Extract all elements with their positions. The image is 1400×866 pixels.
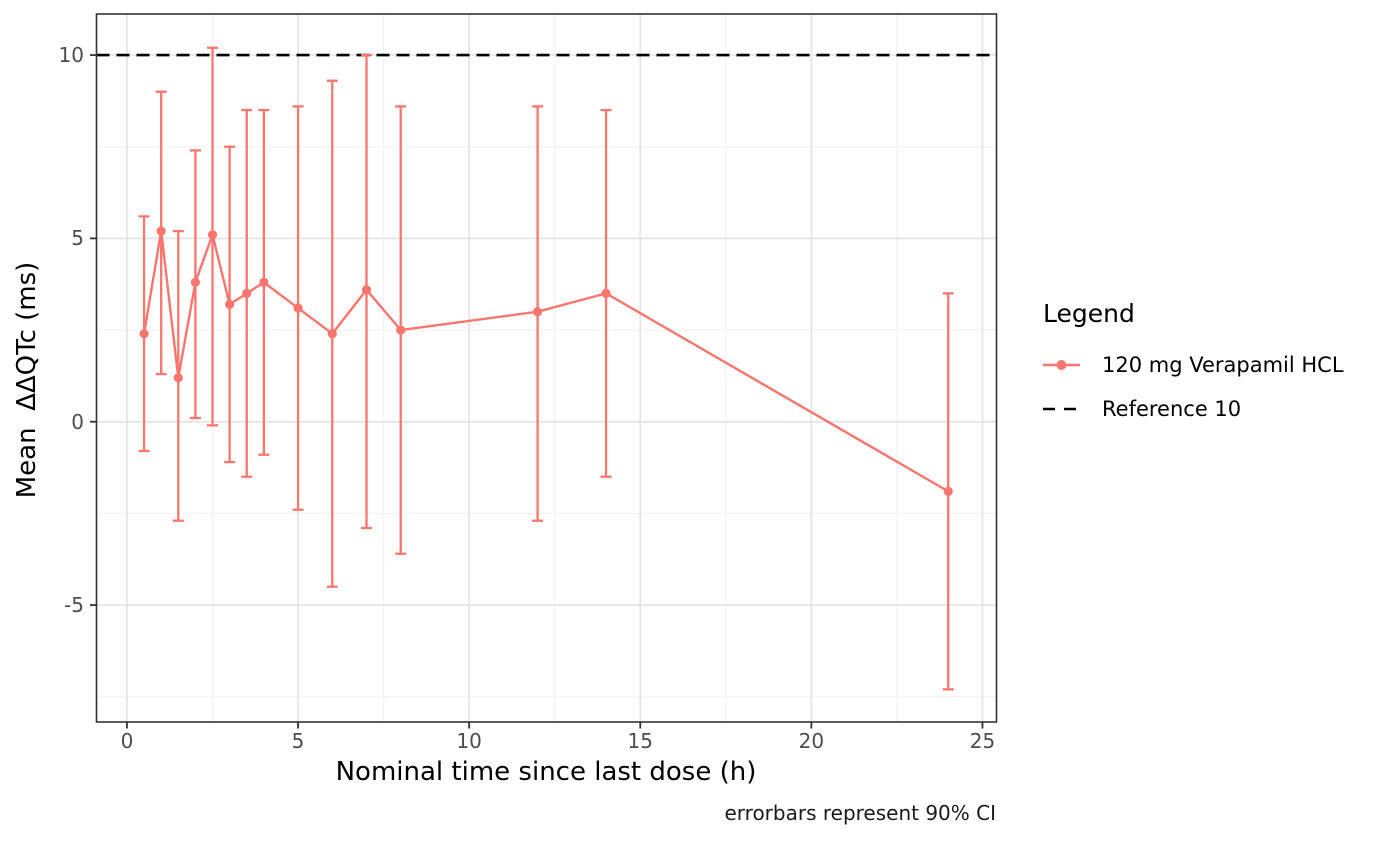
legend-title: Legend xyxy=(1043,299,1135,328)
y-axis-title: Mean ΔΔQTc (ms) xyxy=(12,261,42,499)
y-tick-label: -5 xyxy=(64,593,84,618)
legend-item-reference: Reference 10 xyxy=(1043,387,1400,431)
legend-item-label: Reference 10 xyxy=(1102,397,1242,421)
x-tick-label: 0 xyxy=(120,729,134,753)
legend-key-series-line-icon xyxy=(1043,360,1080,370)
y-tick-label: 10 xyxy=(58,43,84,68)
x-tick-label: 15 xyxy=(627,729,653,753)
y-tick-label: 0 xyxy=(71,409,84,434)
y-tick-label: 5 xyxy=(71,226,84,251)
legend-key-dashed-line-icon xyxy=(1043,407,1080,411)
x-tick-label: 10 xyxy=(456,729,482,753)
x-tick-label: 25 xyxy=(969,729,996,753)
legend-item-verapamil: 120 mg Verapamil HCL xyxy=(1043,343,1400,387)
x-axis-title: Nominal time since last dose (h) xyxy=(335,757,757,787)
legend-item-label: 120 mg Verapamil HCL xyxy=(1102,353,1344,377)
caption: errorbars represent 90% CI xyxy=(724,801,996,825)
x-tick-label: 20 xyxy=(798,729,825,753)
legend: Legend 120 mg Verapamil HCL Reference 10 xyxy=(1043,300,1400,431)
x-tick-label: 5 xyxy=(291,729,305,753)
